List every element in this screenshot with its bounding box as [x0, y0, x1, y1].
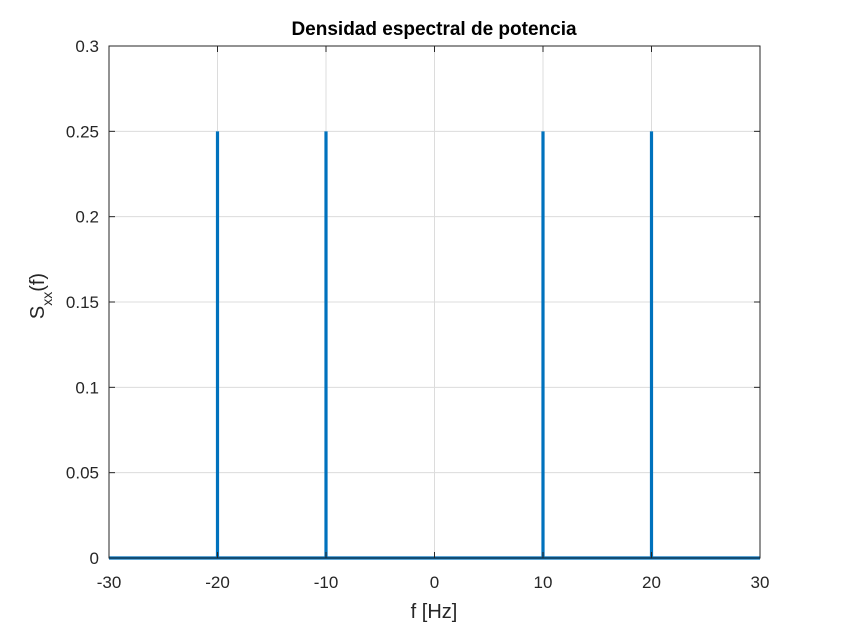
x-tick-label: -30: [97, 573, 122, 592]
x-tick-label: 10: [534, 573, 553, 592]
x-tick-label: 0: [430, 573, 439, 592]
x-tick-label: -10: [314, 573, 339, 592]
y-tick-label: 0.2: [75, 208, 99, 227]
y-axis-label-main: S: [27, 306, 49, 319]
y-tick-label: 0.1: [75, 378, 99, 397]
y-axis-label-tail: (f): [27, 273, 49, 292]
axes: -30 -20 -10 0 10 20 30 0 0.05 0.1 0.15 0.2 0.25 0.3: [66, 37, 770, 592]
y-tick-label: 0.3: [75, 37, 99, 56]
x-axis-label: f [Hz]: [411, 601, 458, 623]
y-tick-label: 0.05: [66, 464, 99, 483]
x-tick-label: -20: [205, 573, 230, 592]
y-axis-label: Sxx(f): [27, 273, 55, 319]
y-tick-label: 0.15: [66, 293, 99, 312]
x-tick-label: 30: [751, 573, 770, 592]
y-tick-label: 0.25: [66, 122, 99, 141]
chart-title: Densidad espectral de potencia: [291, 19, 577, 40]
x-tick-label: 20: [642, 573, 661, 592]
y-axis-label-sub: xx: [39, 292, 55, 306]
y-tick-label: 0: [90, 549, 99, 568]
